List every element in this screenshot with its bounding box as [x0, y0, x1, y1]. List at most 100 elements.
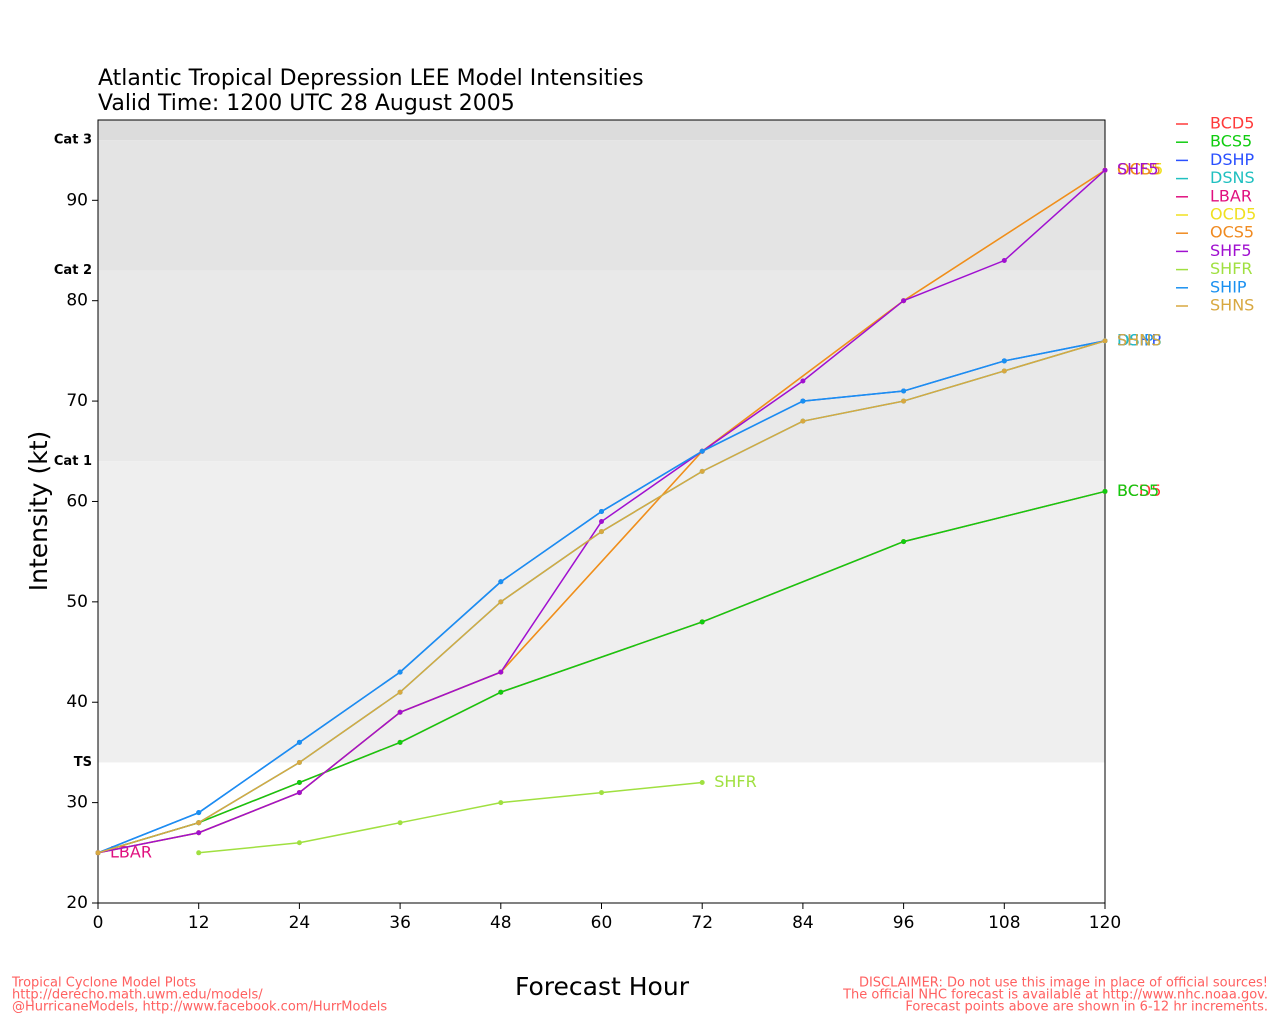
- data-point: [901, 539, 907, 545]
- y-tick-label: 20: [66, 893, 88, 913]
- intensity-band: [98, 140, 1105, 271]
- series-end-label: OCS5: [1117, 160, 1161, 179]
- data-point: [196, 830, 202, 836]
- data-point: [498, 599, 504, 605]
- series-end-label: SHFR: [714, 772, 757, 791]
- data-point: [498, 669, 504, 675]
- data-point: [599, 790, 604, 796]
- x-tick-label: 84: [792, 913, 814, 933]
- data-point: [498, 689, 504, 695]
- data-point: [296, 790, 302, 796]
- x-tick-label: 36: [389, 913, 411, 933]
- footer-left: @HurricaneModels, http://www.facebook.co…: [12, 1000, 387, 1015]
- x-tick-label: 48: [490, 913, 512, 933]
- category-label: TS: [74, 755, 92, 770]
- footer-right: Forecast points above are shown in 6-12 …: [905, 1000, 1268, 1015]
- chart-title: Atlantic Tropical Depression LEE Model I…: [98, 66, 644, 91]
- y-tick-label: 40: [66, 692, 88, 712]
- data-point: [901, 398, 907, 404]
- legend-label: SHIP: [1210, 277, 1247, 296]
- legend-label: SHFR: [1210, 259, 1253, 278]
- footer-right: The official NHC forecast is available a…: [842, 988, 1268, 1003]
- category-label: Cat 2: [54, 263, 92, 278]
- data-point: [196, 810, 202, 816]
- data-point: [800, 418, 806, 424]
- data-point: [498, 579, 504, 585]
- data-point: [498, 800, 504, 806]
- data-point: [699, 780, 705, 786]
- y-axis-label: Intensity (kt): [24, 431, 53, 592]
- legend-label: BCS5: [1210, 132, 1252, 151]
- data-point: [1001, 368, 1007, 374]
- y-tick-label: 70: [66, 391, 88, 411]
- y-tick-label: 30: [66, 793, 88, 813]
- data-point: [397, 689, 403, 695]
- series-end-label: SHF5: [1117, 160, 1159, 179]
- series-end-label: BCD5: [1117, 481, 1161, 500]
- series-end-label: BCS5: [1117, 481, 1159, 500]
- series-end-label: OCD5: [1117, 160, 1163, 179]
- x-tick-label: 0: [93, 913, 104, 933]
- footer-left: http://derecho.math.uwm.edu/models/: [12, 988, 263, 1003]
- data-point: [1001, 358, 1007, 364]
- data-point: [599, 529, 604, 535]
- series-line: [97, 490, 1106, 854]
- y-tick-label: 50: [66, 592, 88, 612]
- data-point: [1001, 258, 1007, 264]
- legend-label: OCD5: [1210, 205, 1256, 224]
- series-end-label: LBAR: [110, 842, 152, 861]
- y-tick-label: 80: [66, 291, 88, 311]
- footer-right: DISCLAIMER: Do not use this image in pla…: [859, 976, 1268, 991]
- series-end-label: SHNS: [1117, 330, 1161, 349]
- series-end-label: DSHP: [1117, 330, 1162, 349]
- x-tick-label: 108: [988, 913, 1020, 933]
- data-point: [901, 388, 907, 394]
- data-point: [296, 759, 302, 765]
- data-point: [699, 468, 705, 474]
- data-point: [397, 709, 403, 715]
- data-point: [296, 739, 302, 745]
- data-point: [196, 850, 202, 856]
- data-point: [1102, 167, 1108, 173]
- intensity-band: [98, 461, 1105, 763]
- chart-subtitle: Valid Time: 1200 UTC 28 August 2005: [98, 91, 515, 116]
- series-end-label: SHIP: [1117, 330, 1154, 349]
- data-point: [397, 669, 403, 675]
- category-label: Cat 3: [54, 133, 92, 148]
- data-point: [1102, 488, 1108, 494]
- legend-label: DSHP: [1210, 150, 1255, 169]
- category-label: Cat 1: [54, 454, 92, 469]
- legend-label: DSNS: [1210, 168, 1255, 187]
- data-point: [800, 398, 806, 404]
- data-point: [397, 739, 403, 745]
- data-point: [296, 780, 302, 786]
- data-point: [800, 378, 806, 384]
- intensity-band: [98, 270, 1105, 462]
- data-point: [599, 519, 604, 525]
- data-point: [699, 448, 705, 454]
- data-point: [699, 619, 705, 625]
- x-tick-label: 60: [591, 913, 613, 933]
- data-point: [397, 820, 403, 826]
- data-point: [1102, 338, 1108, 344]
- legend-label: OCS5: [1210, 223, 1254, 242]
- data-point: [901, 298, 907, 304]
- legend-label: LBAR: [1210, 186, 1252, 205]
- legend-label: SHNS: [1210, 296, 1254, 315]
- series-line: [198, 781, 703, 854]
- x-tick-label: 72: [691, 913, 713, 933]
- series-end-label: DSNS: [1117, 330, 1162, 349]
- data-point: [599, 509, 604, 514]
- footer-left: Tropical Cyclone Model Plots: [11, 976, 196, 991]
- legend-label: SHF5: [1210, 241, 1252, 260]
- x-tick-label: 24: [289, 913, 311, 933]
- x-tick-label: 12: [188, 913, 210, 933]
- y-tick-label: 90: [66, 190, 88, 210]
- data-point: [296, 840, 302, 846]
- legend-label: BCD5: [1210, 114, 1254, 133]
- x-tick-label: 96: [893, 913, 915, 933]
- x-axis-label: Forecast Hour: [515, 972, 690, 1001]
- data-point: [196, 820, 202, 826]
- data-point: [95, 850, 101, 856]
